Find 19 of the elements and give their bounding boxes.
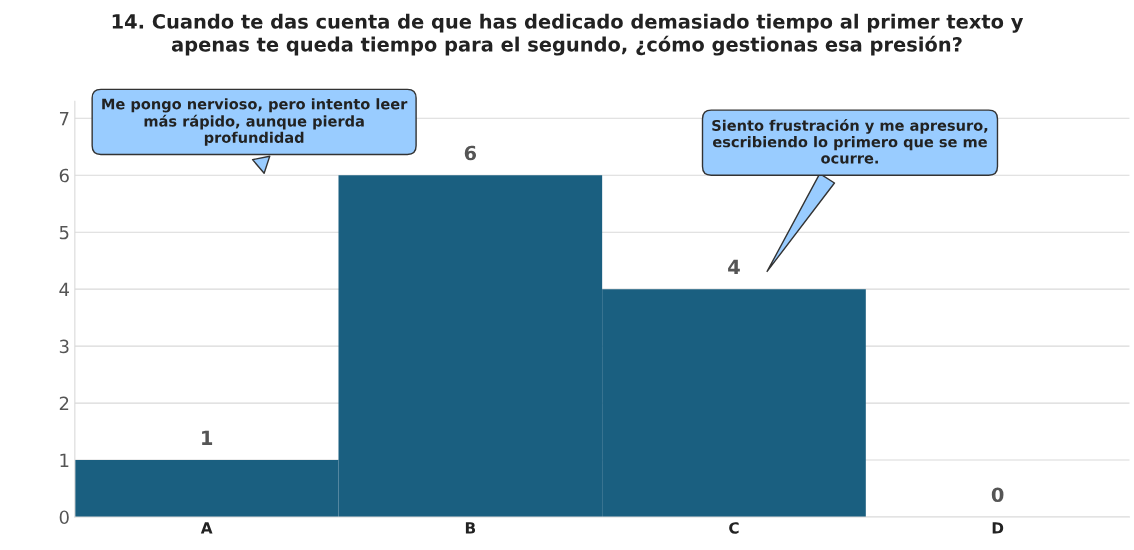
y-tick-label: 5 xyxy=(59,225,69,240)
y-tick-label: 4 xyxy=(59,282,69,297)
y-tick-label: 6 xyxy=(59,168,69,183)
data-label: 6 xyxy=(464,145,477,161)
y-tick-label: 2 xyxy=(59,396,69,410)
data-label: 4 xyxy=(728,259,740,275)
data-label: 0 xyxy=(991,487,1004,503)
y-tick-label: 3 xyxy=(59,339,69,354)
y-tick-label: 1 xyxy=(60,453,69,467)
data-label: 1 xyxy=(202,430,213,445)
annotation: Me pongo nervioso, pero intento leer más rápido, aunque pierda profundidad xyxy=(102,98,408,146)
x-tick-label: D xyxy=(992,522,1004,534)
y-tick-label: 0 xyxy=(59,510,69,525)
x-tick-label: A xyxy=(200,522,213,534)
chart-title: 14. Cuando te das cuenta de que has dedicado demasiado tiempo al primer texto y apenas te queda tiempo para el segundo, ¿cómo gestionas esa presión? xyxy=(112,13,1024,56)
x-tick-label: C xyxy=(729,522,739,534)
x-tick-label: B xyxy=(465,522,476,534)
annotation: Siento frustración y me apresuro, escribiendo lo primero que se me ocurre. xyxy=(712,119,988,164)
y-tick-label: 7 xyxy=(59,111,69,126)
